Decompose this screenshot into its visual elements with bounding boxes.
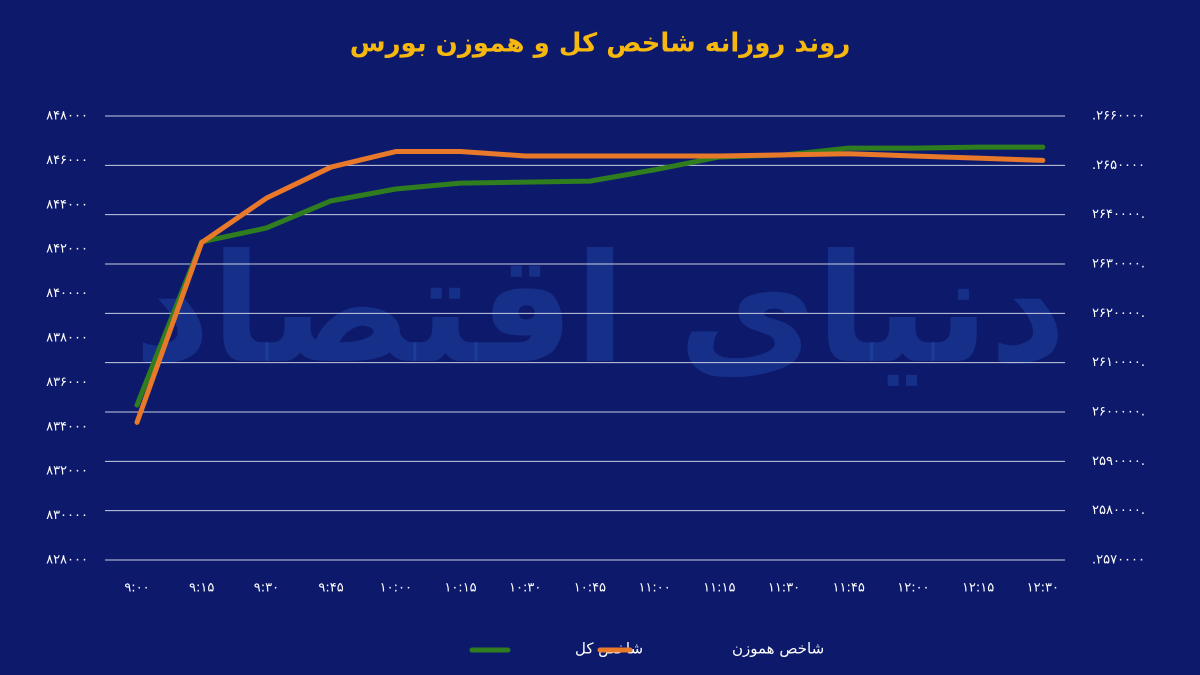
x-tick-label: ۱۰:۳۰ — [509, 581, 541, 596]
y-tick-label: ۸۴۸۰۰۰ — [46, 109, 88, 124]
y2-tick-label: ۲۶۴۰۰۰۰. — [1092, 207, 1145, 222]
x-tick-label: ۹:۴۵ — [318, 581, 343, 596]
chart-title: روند روزانه شاخص کل و هموزن بورس — [350, 29, 851, 59]
x-tick-label: ۱۲:۰۰ — [897, 581, 929, 596]
y2-tick-label: ۲۶۰۰۰۰۰. — [1092, 405, 1145, 420]
x-tick-label: ۱۱:۰۰ — [638, 581, 670, 596]
x-tick-label: ۱۰:۱۵ — [444, 581, 476, 596]
x-tick-label: ۹:۳۰ — [254, 581, 279, 596]
y-tick-label: ۸۳۸۰۰۰ — [46, 331, 88, 346]
x-tick-label: ۱۱:۱۵ — [703, 581, 735, 596]
legend-label: شاخص هموزن — [732, 640, 824, 658]
y2-tick-label: ۲۶۱۰۰۰۰. — [1092, 355, 1145, 370]
x-tick-label: ۱۲:۱۵ — [962, 581, 994, 596]
y2-tick-label: ۲۶۲۰۰۰۰. — [1092, 306, 1145, 321]
x-tick-label: ۱۱:۴۵ — [833, 581, 865, 596]
y2-tick-label: ۲۶۳۰۰۰۰. — [1092, 257, 1145, 272]
y-tick-label: ۸۳۶۰۰۰ — [46, 375, 88, 390]
y2-tick-label: .۲۶۶۰۰۰۰ — [1092, 109, 1145, 124]
x-tick-label: ۱۰:۰۰ — [380, 581, 412, 596]
x-tick-label: ۱۲:۳۰ — [1027, 581, 1059, 596]
watermark: دنیای اقتصاد — [134, 223, 1067, 397]
y2-tick-label: .۲۵۷۰۰۰۰ — [1092, 553, 1145, 568]
y2-tick-label: ۲۵۸۰۰۰۰. — [1092, 503, 1145, 518]
y-tick-label: ۸۳۲۰۰۰ — [46, 464, 88, 479]
y-tick-label: ۸۴۴۰۰۰ — [46, 197, 88, 212]
y2-tick-label: ۲۵۹۰۰۰۰. — [1092, 454, 1145, 469]
line-series — [134, 144, 1046, 408]
y2-tick-label: .۲۶۵۰۰۰۰ — [1092, 158, 1145, 173]
y-tick-label: ۸۴۰۰۰۰ — [46, 286, 88, 301]
y-tick-label: ۸۲۸۰۰۰ — [46, 553, 88, 568]
x-tick-label: ۹:۱۵ — [189, 581, 214, 596]
x-tick-label: ۱۰:۴۵ — [574, 581, 606, 596]
y-tick-label: ۸۴۲۰۰۰ — [46, 242, 88, 257]
y-tick-label: ۸۴۶۰۰۰ — [46, 153, 88, 168]
x-tick-label: ۹:۰۰ — [124, 581, 149, 596]
y-tick-label: ۸۳۰۰۰۰ — [46, 508, 88, 523]
x-tick-label: ۱۱:۳۰ — [768, 581, 800, 596]
y-tick-label: ۸۳۴۰۰۰ — [46, 419, 88, 434]
line-series — [134, 149, 1046, 425]
